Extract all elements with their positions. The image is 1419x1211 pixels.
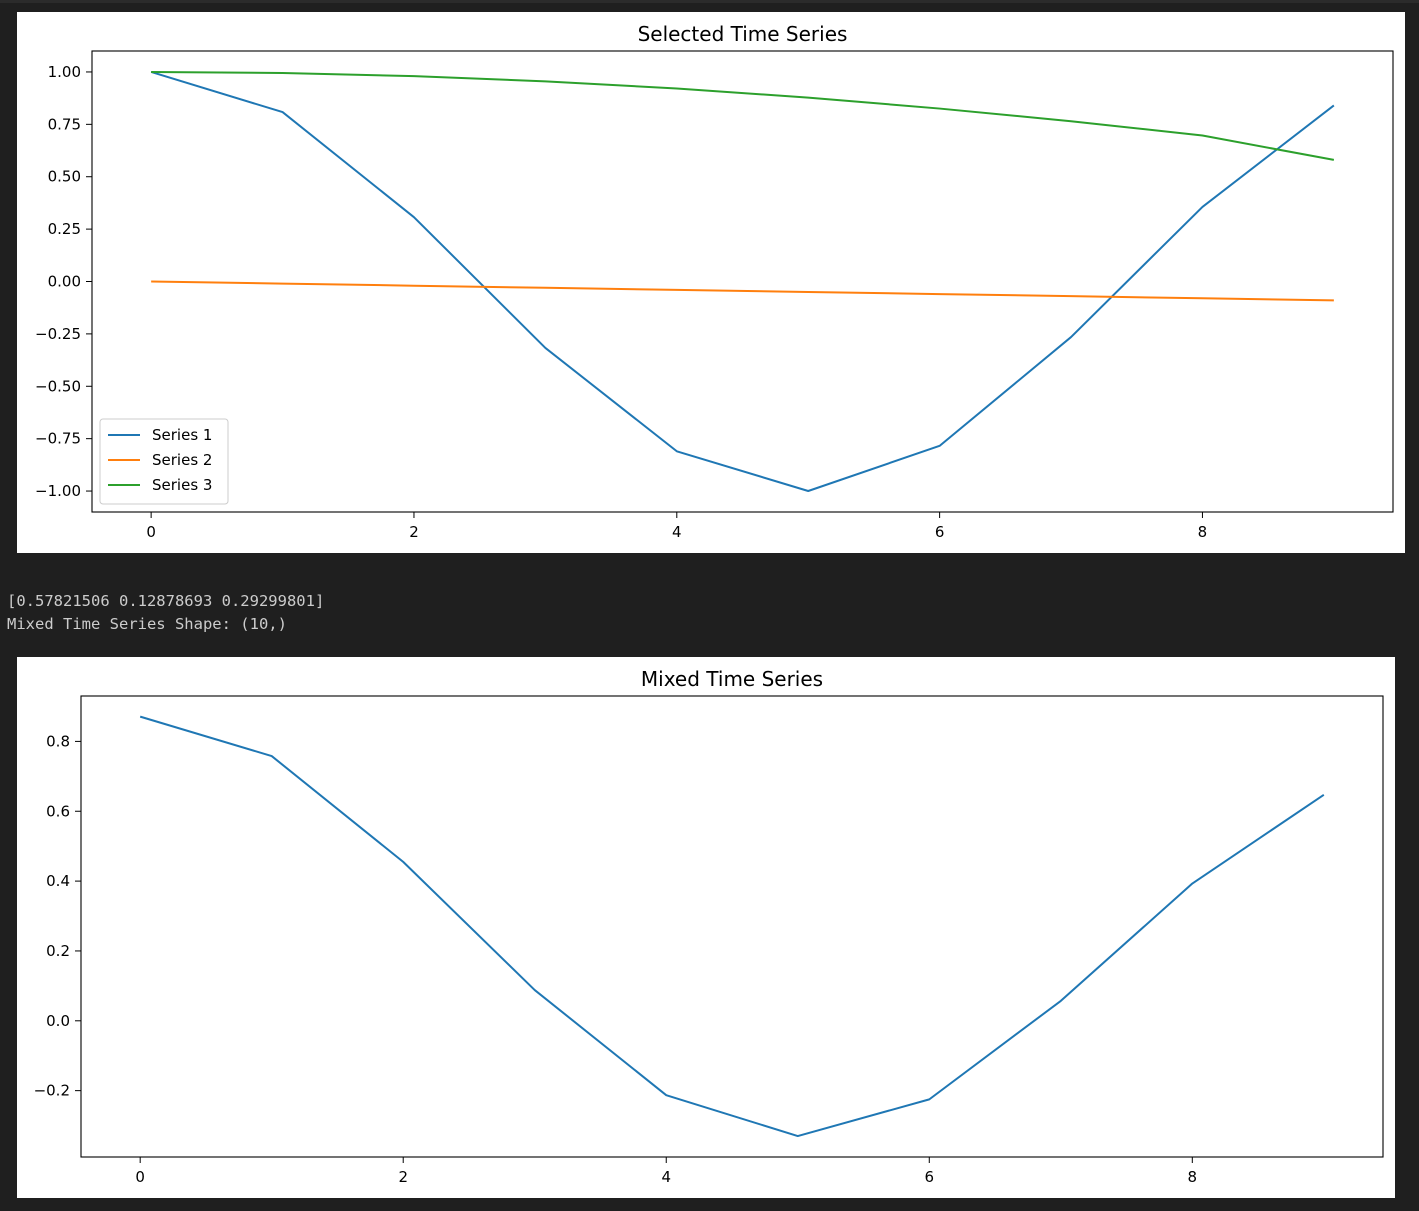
x-tick-label: 4 [672,523,682,541]
series-1-line [150,70,1335,492]
y-tick-label: 0.2 [46,942,70,960]
selected-time-series-figure: Selected Time Series 0 2 4 6 8 1.00 0.75 0.50 0.2… [17,12,1405,553]
x-tick-label: 0 [146,523,156,541]
x-tick-label: 4 [661,1168,671,1186]
y-tick-label: 0.25 [48,220,81,238]
x-tick-label: 6 [935,523,945,541]
chart-title: Selected Time Series [638,22,848,46]
x-tick-label: 2 [398,1168,408,1186]
chart-title: Mixed Time Series [641,667,823,691]
series-1-line [139,715,1325,1138]
axes-frame [80,695,1384,1158]
y-tick-label: 0.0 [46,1012,70,1030]
y-tick-label: 0.6 [46,802,70,820]
mixed-time-series-chart: Mixed Time Series 0 2 4 6 8 0.8 0.6 0.4 0.2 0.0 −0.… [34,667,1384,1186]
x-tick-label: 2 [409,523,419,541]
legend-box [99,418,229,505]
series-2-line [151,280,1334,302]
series-3-line [151,70,1335,161]
y-tick-label: 0.00 [48,273,81,291]
mixed-time-series-figure: Mixed Time Series 0 2 4 6 8 0.8 0.6 0.4 0.2 0.0 −0.… [17,657,1395,1198]
shape-output-line: Mixed Time Series Shape: (10,) [7,615,287,633]
weights-output-line: [0.57821506 0.12878693 0.29299801] [7,592,325,610]
y-tick-label: 1.00 [48,63,81,81]
y-tick-label: 0.4 [46,872,70,890]
y-tick-label: −0.75 [35,430,81,448]
x-tick-label: 6 [924,1168,934,1186]
legend-label: Series 3 [152,476,212,494]
legend-label: Series 2 [152,451,212,469]
y-tick-label: −0.25 [35,325,81,343]
cell-output: [0.57821506 0.12878693 0.29299801] Mixed … [7,590,324,636]
y-tick-label: 0.50 [48,168,81,186]
top-strip [0,0,1419,3]
y-tick-label: −0.50 [35,377,81,395]
x-tick-label: 8 [1188,1168,1198,1186]
x-tick-label: 8 [1198,523,1208,541]
y-tick-label: −0.2 [34,1082,70,1100]
selected-time-series-chart: Selected Time Series 0 2 4 6 8 1.00 0.75 0.50 0.2… [35,22,1394,541]
y-tick-label: −1.00 [35,482,81,500]
legend-label: Series 1 [152,426,212,444]
axes-frame [91,50,1394,513]
y-tick-label: 0.75 [48,115,81,133]
y-tick-label: 0.8 [46,732,70,750]
x-tick-label: 0 [135,1168,145,1186]
